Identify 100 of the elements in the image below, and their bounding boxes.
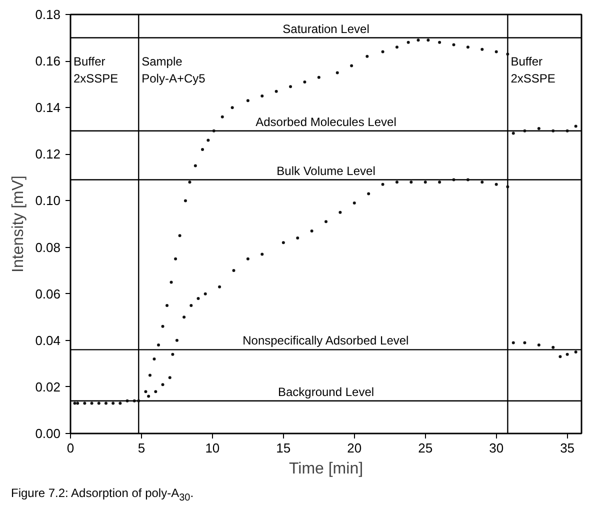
point <box>147 394 150 398</box>
point <box>566 129 569 132</box>
point <box>188 180 192 184</box>
x-tick-label: 15 <box>276 440 291 456</box>
point <box>171 352 174 356</box>
point <box>112 402 115 405</box>
point <box>303 80 306 84</box>
x-tick-label: 30 <box>489 440 504 456</box>
point <box>406 40 410 44</box>
point <box>190 304 193 307</box>
point <box>324 220 328 224</box>
point <box>395 180 398 184</box>
y-tick-label: 0.06 <box>35 286 61 302</box>
point <box>246 99 250 102</box>
y-tick-label: 0.18 <box>35 7 61 22</box>
point <box>494 50 498 54</box>
point <box>232 269 236 272</box>
ref-line-label: Sample Poly-A+Cy5 <box>142 54 206 86</box>
ref-line-label: Background Level <box>278 384 374 399</box>
point <box>178 234 182 238</box>
point <box>558 355 562 358</box>
point <box>466 178 470 182</box>
point <box>352 202 356 205</box>
point <box>196 296 200 300</box>
point <box>452 178 456 182</box>
point <box>90 402 94 405</box>
point <box>574 350 578 354</box>
ref-line-label: Nonspecifically Adsorbed Level <box>242 334 409 348</box>
point <box>184 199 187 202</box>
point <box>201 148 204 152</box>
point <box>166 304 169 307</box>
point <box>73 402 76 405</box>
point <box>230 106 234 110</box>
y-tick-label: 0.02 <box>35 379 61 394</box>
ref-line-label: Adsorbed Molecules Level <box>256 114 396 129</box>
point <box>506 52 510 56</box>
point <box>168 376 172 380</box>
point <box>410 180 413 184</box>
point <box>366 54 369 58</box>
point <box>104 402 108 405</box>
point <box>296 236 300 240</box>
point <box>174 257 178 260</box>
point <box>438 180 442 184</box>
y-tick-label: 0.12 <box>35 146 61 162</box>
point <box>289 85 292 88</box>
point <box>416 38 420 42</box>
point <box>381 50 384 54</box>
x-tick-label: 20 <box>347 440 362 456</box>
point <box>512 341 515 344</box>
ref-line-label: Saturation Level <box>282 22 370 36</box>
point <box>161 383 164 386</box>
y-tick-label: 0.14 <box>35 100 61 116</box>
point <box>310 229 314 232</box>
y-tick-label: 0.10 <box>35 193 61 208</box>
point <box>218 285 222 288</box>
x-tick-label: 10 <box>205 440 220 456</box>
y-axis-title: Intensity [mV] <box>10 176 28 272</box>
point <box>282 241 285 244</box>
point <box>83 402 86 405</box>
point <box>260 94 264 98</box>
point <box>537 127 540 130</box>
point <box>212 129 216 132</box>
x-tick-label: 25 <box>418 440 433 456</box>
point <box>537 344 540 347</box>
point <box>523 129 526 132</box>
y-tick-label: 0.04 <box>35 332 61 348</box>
y-tick-label: 0.00 <box>35 426 61 441</box>
point <box>157 344 160 347</box>
point <box>154 390 158 394</box>
point <box>137 399 140 402</box>
point <box>480 180 484 184</box>
point <box>566 352 569 356</box>
point <box>76 402 80 405</box>
point <box>126 399 129 402</box>
point <box>512 132 515 135</box>
point <box>350 64 354 68</box>
point <box>152 358 156 361</box>
point <box>480 48 484 51</box>
annotation: Buffer 2xSSPE <box>74 54 118 86</box>
point <box>426 38 430 42</box>
y-tick-label: 0.16 <box>35 54 61 69</box>
y-tick-label: 0.08 <box>35 240 61 255</box>
point <box>148 374 152 377</box>
point <box>144 390 148 394</box>
point <box>424 180 427 184</box>
point <box>317 76 320 79</box>
point <box>260 252 264 256</box>
point <box>523 341 526 344</box>
point <box>552 346 555 349</box>
point <box>118 402 122 405</box>
x-axis-title: Time [min] <box>288 460 364 478</box>
point <box>466 46 470 49</box>
point <box>506 185 510 188</box>
point <box>204 292 207 296</box>
ref-line-label: Bulk Volume Level <box>276 164 376 178</box>
x-tick-label: 5 <box>138 440 146 456</box>
point <box>246 257 250 260</box>
point <box>395 46 398 49</box>
point <box>274 90 278 93</box>
point <box>182 316 186 319</box>
